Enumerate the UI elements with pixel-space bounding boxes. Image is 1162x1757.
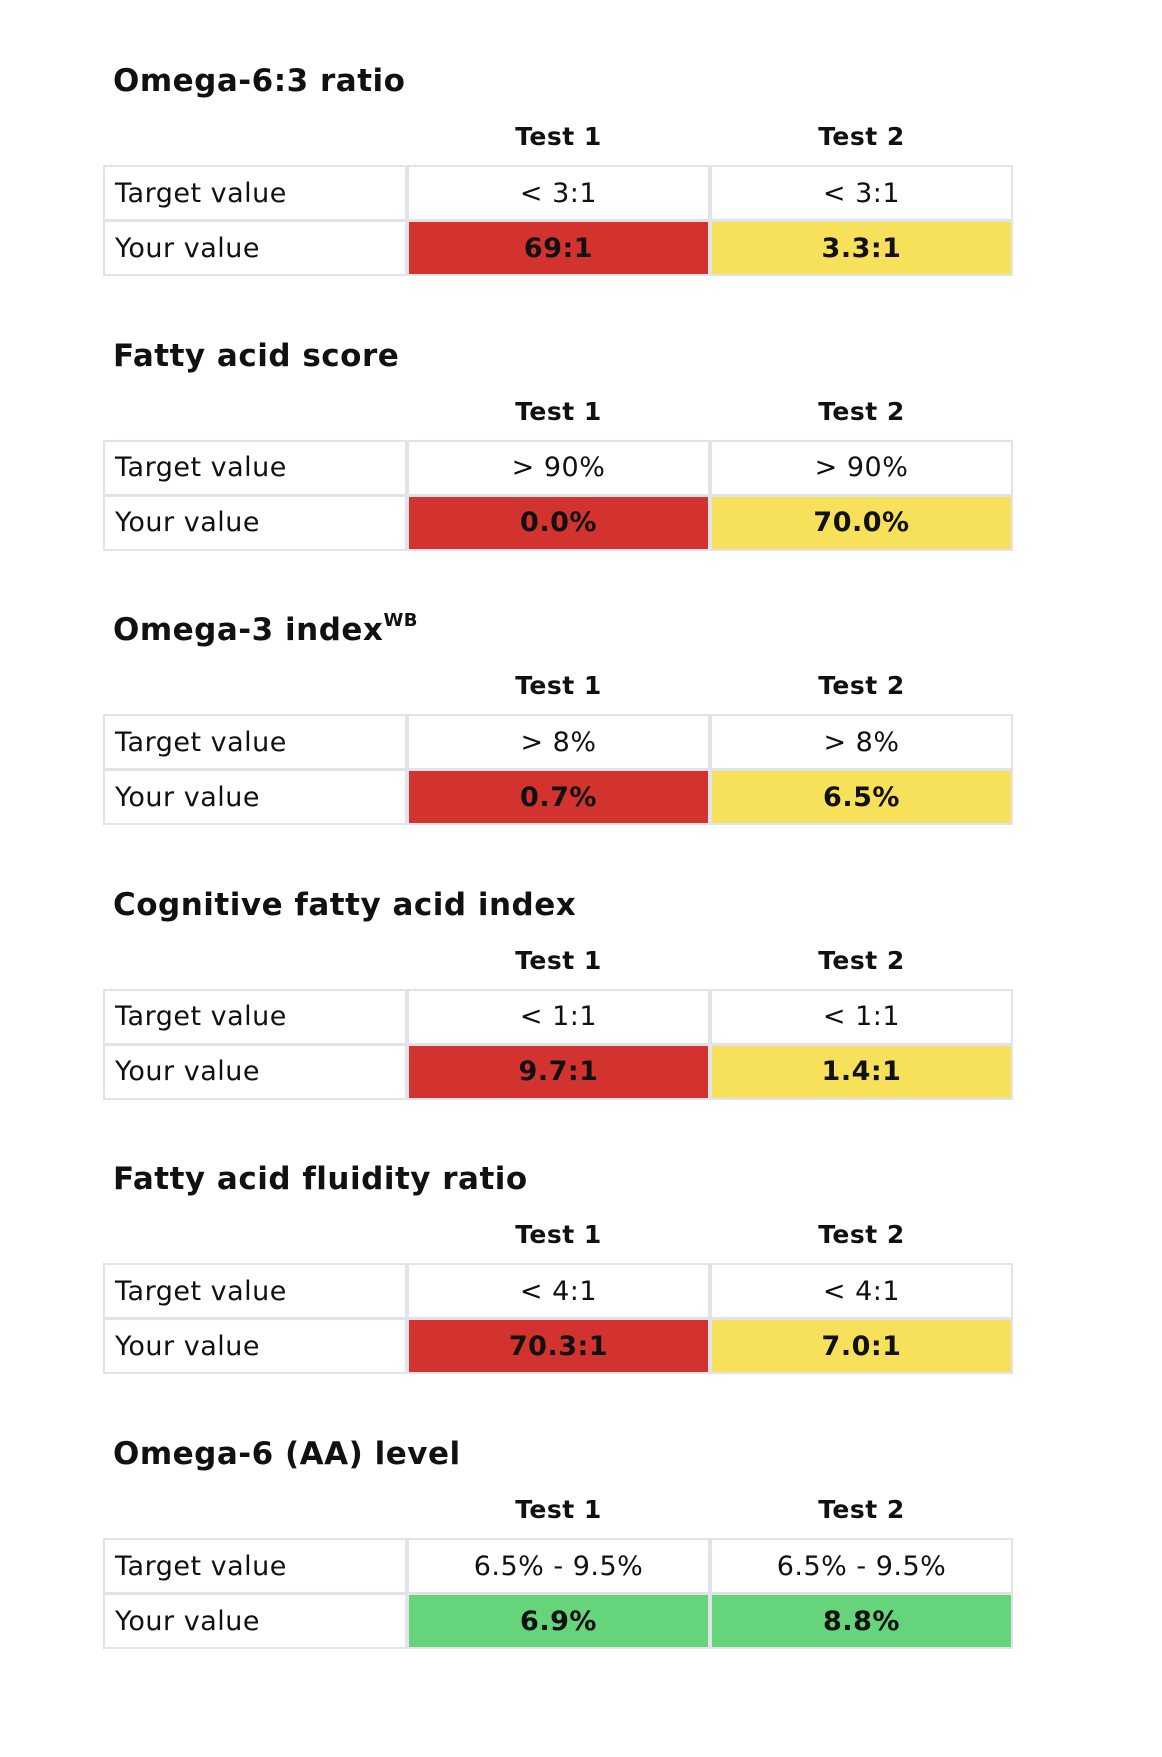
value-cell: < 4:1 — [407, 1263, 710, 1320]
row-label: Target value — [103, 165, 407, 221]
row-label: Target value — [103, 1538, 407, 1594]
row-label: Target value — [103, 714, 407, 771]
section-title: Omega-6 (AA) level — [113, 1434, 461, 1474]
value-cell: 1.4:1 — [710, 1043, 1013, 1100]
column-header: Test 1 — [515, 396, 602, 426]
column-header: Test 2 — [818, 396, 905, 426]
title-superscript: WB — [383, 610, 419, 632]
column-header: Test 1 — [515, 122, 602, 151]
row-label: Your value — [103, 494, 407, 551]
value-cell: 6.5% — [710, 769, 1013, 826]
value-cell: 7.0:1 — [710, 1318, 1013, 1375]
row-label: Your value — [103, 1043, 407, 1100]
value-cell: 0.0% — [407, 494, 710, 551]
section-title-text: Omega-6:3 ratio — [113, 63, 406, 99]
row-label: Target value — [103, 988, 407, 1045]
section-title: Fatty acid fluidity ratio — [113, 1159, 528, 1199]
value-cell: 70.3:1 — [407, 1318, 710, 1375]
section-title: Cognitive fatty acid index — [113, 885, 576, 925]
value-cell: > 90% — [710, 439, 1013, 496]
value-cell: < 3:1 — [407, 165, 710, 221]
value-cell: > 8% — [407, 714, 710, 771]
value-cell: > 90% — [407, 439, 710, 496]
section-title-text: Fatty acid score — [113, 337, 400, 374]
value-cell: < 3:1 — [710, 165, 1013, 221]
column-header: Test 1 — [515, 1495, 602, 1524]
value-cell: 8.8% — [710, 1593, 1013, 1649]
value-cell: 69:1 — [407, 220, 710, 276]
value-cell: 70.0% — [710, 494, 1013, 551]
section-title: Fatty acid score — [113, 336, 399, 376]
section-title: Omega-6:3 ratio — [113, 61, 405, 101]
row-label: Your value — [103, 1318, 407, 1375]
section-title-text: Omega-6 (AA) level — [113, 1436, 461, 1472]
value-cell: 0.7% — [407, 769, 710, 826]
column-header: Test 2 — [818, 122, 905, 151]
column-header: Test 2 — [818, 1495, 905, 1524]
column-header: Test 1 — [515, 671, 602, 701]
column-header: Test 2 — [818, 671, 905, 701]
column-header: Test 1 — [515, 945, 602, 975]
value-cell: 3.3:1 — [710, 220, 1013, 276]
column-header: Test 1 — [515, 1220, 602, 1250]
section-title-text: Cognitive fatty acid index — [113, 886, 577, 923]
column-header: Test 2 — [818, 945, 905, 975]
section-title-text: Fatty acid fluidity ratio — [113, 1161, 528, 1198]
row-label: Target value — [103, 439, 407, 496]
value-cell: < 4:1 — [710, 1263, 1013, 1320]
value-cell: < 1:1 — [407, 988, 710, 1045]
column-header: Test 2 — [818, 1220, 905, 1250]
row-label: Your value — [103, 220, 407, 276]
section-title: Omega-3 indexWB — [113, 610, 418, 650]
value-cell: 6.5% - 9.5% — [407, 1538, 710, 1594]
row-label: Your value — [103, 769, 407, 826]
value-cell: 9.7:1 — [407, 1043, 710, 1100]
value-cell: > 8% — [710, 714, 1013, 771]
row-label: Your value — [103, 1593, 407, 1649]
row-label: Target value — [103, 1263, 407, 1320]
value-cell: 6.9% — [407, 1593, 710, 1649]
section-title-text: Omega-3 index — [113, 612, 384, 649]
value-cell: < 1:1 — [710, 988, 1013, 1045]
value-cell: 6.5% - 9.5% — [710, 1538, 1013, 1594]
